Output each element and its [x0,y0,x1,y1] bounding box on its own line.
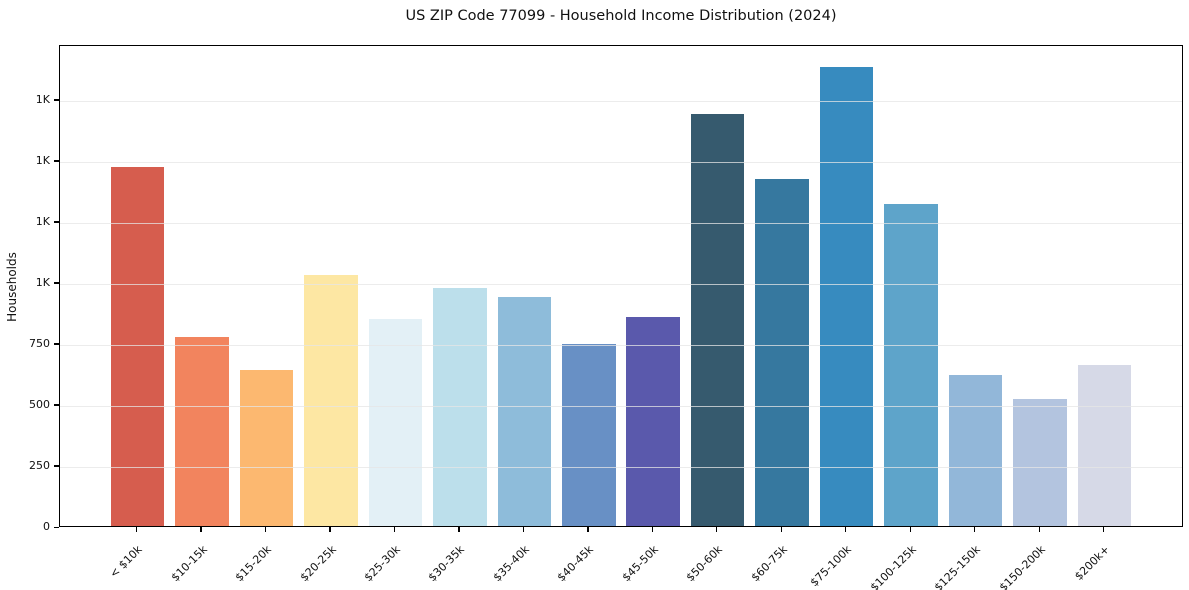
x-tick-label-text: $20-25k [297,542,339,585]
x-tick-label-text: $10-15k [168,542,210,585]
bar-$75-100k [819,67,874,526]
x-tick-mark [458,527,460,532]
bar-$30-35k [433,288,487,526]
y-tick-mark [54,526,59,528]
bar-$100-125k [884,203,938,526]
bar-$10-15k [175,336,229,526]
bar-$200k+ [1077,364,1132,526]
y-tick-label-0: 0 [43,520,50,533]
plot-area [59,45,1183,527]
y-tick-label-750: 750 [29,336,50,350]
chart-title: US ZIP Code 77099 - Household Income Dis… [405,8,837,24]
x-tick-mark [1103,527,1105,532]
y-tick-label-1250: 1K [35,214,50,228]
x-tick-mark [136,527,138,532]
x-tick-mark [522,527,525,532]
gridline-1500 [60,161,1182,163]
x-tick-mark [716,527,718,532]
bar-$60-75k [755,179,809,526]
y-tick-mark [54,99,59,101]
x-tick-mark [200,527,202,532]
x-tick-mark [329,527,331,532]
gridline-1000 [60,283,1182,285]
gridline-750 [60,344,1182,346]
x-tick-label-text: < $10k [107,542,146,581]
x-tick-mark [1038,527,1040,532]
x-tick-mark [264,527,267,532]
x-tick-label-text: $25-30k [361,542,403,585]
y-tick-mark [54,160,59,162]
gridline-250 [60,466,1182,468]
x-tick-label-text: $200k+ [1072,542,1113,583]
bar-$125-150k [948,374,1003,526]
gridline-1250 [60,222,1182,224]
bar-$45-50k [626,317,680,526]
y-tick-label-1750: 1K [35,92,50,106]
x-tick-label-text: $50-60k [684,542,726,585]
bar-$20-25k [304,274,358,526]
gridline-500 [60,405,1182,407]
bar-$15-20k [239,369,294,526]
bar-$35-40k [497,296,552,526]
x-tick-mark [393,527,396,532]
x-tick-mark [909,527,911,532]
bar-$25-30k [368,318,423,526]
y-tick-label-1500: 1K [35,153,50,167]
bar-$40-45k [562,344,616,526]
x-tick-mark [845,527,847,532]
x-tick-mark [780,527,782,532]
y-tick-label-1000: 1K [35,275,50,289]
x-tick-label-text: $35-40k [490,542,532,585]
x-tick-label-text: $100-125k [867,542,919,590]
x-tick-mark [974,527,976,532]
x-tick-label-text: $75-100k [808,542,855,590]
x-tick-label-text: $15-20k [232,542,275,585]
y-tick-mark [54,343,59,345]
y-tick-label-250: 250 [29,458,50,472]
x-tick-label-text: $30-35k [426,542,468,585]
gridline-1750 [60,100,1182,102]
x-tick-mark [651,527,654,532]
bar-$50-60k [690,113,745,526]
y-tick-mark [54,465,59,467]
y-tick-mark [54,404,59,406]
x-tick-mark [587,527,589,532]
bar-< $10k [110,167,165,526]
bar-$150-200k [1013,399,1067,526]
x-tick-label-text: $45-50k [619,542,661,585]
y-tick-mark [54,221,59,223]
x-tick-label-text: $40-45k [555,542,597,585]
x-tick-label-text: $60-75k [748,542,790,585]
y-tick-label-500: 500 [29,397,50,411]
y-tick-mark [54,282,59,284]
x-tick-label-text: $125-150k [932,542,984,590]
x-tick-label-text: $150-200k [996,542,1048,590]
